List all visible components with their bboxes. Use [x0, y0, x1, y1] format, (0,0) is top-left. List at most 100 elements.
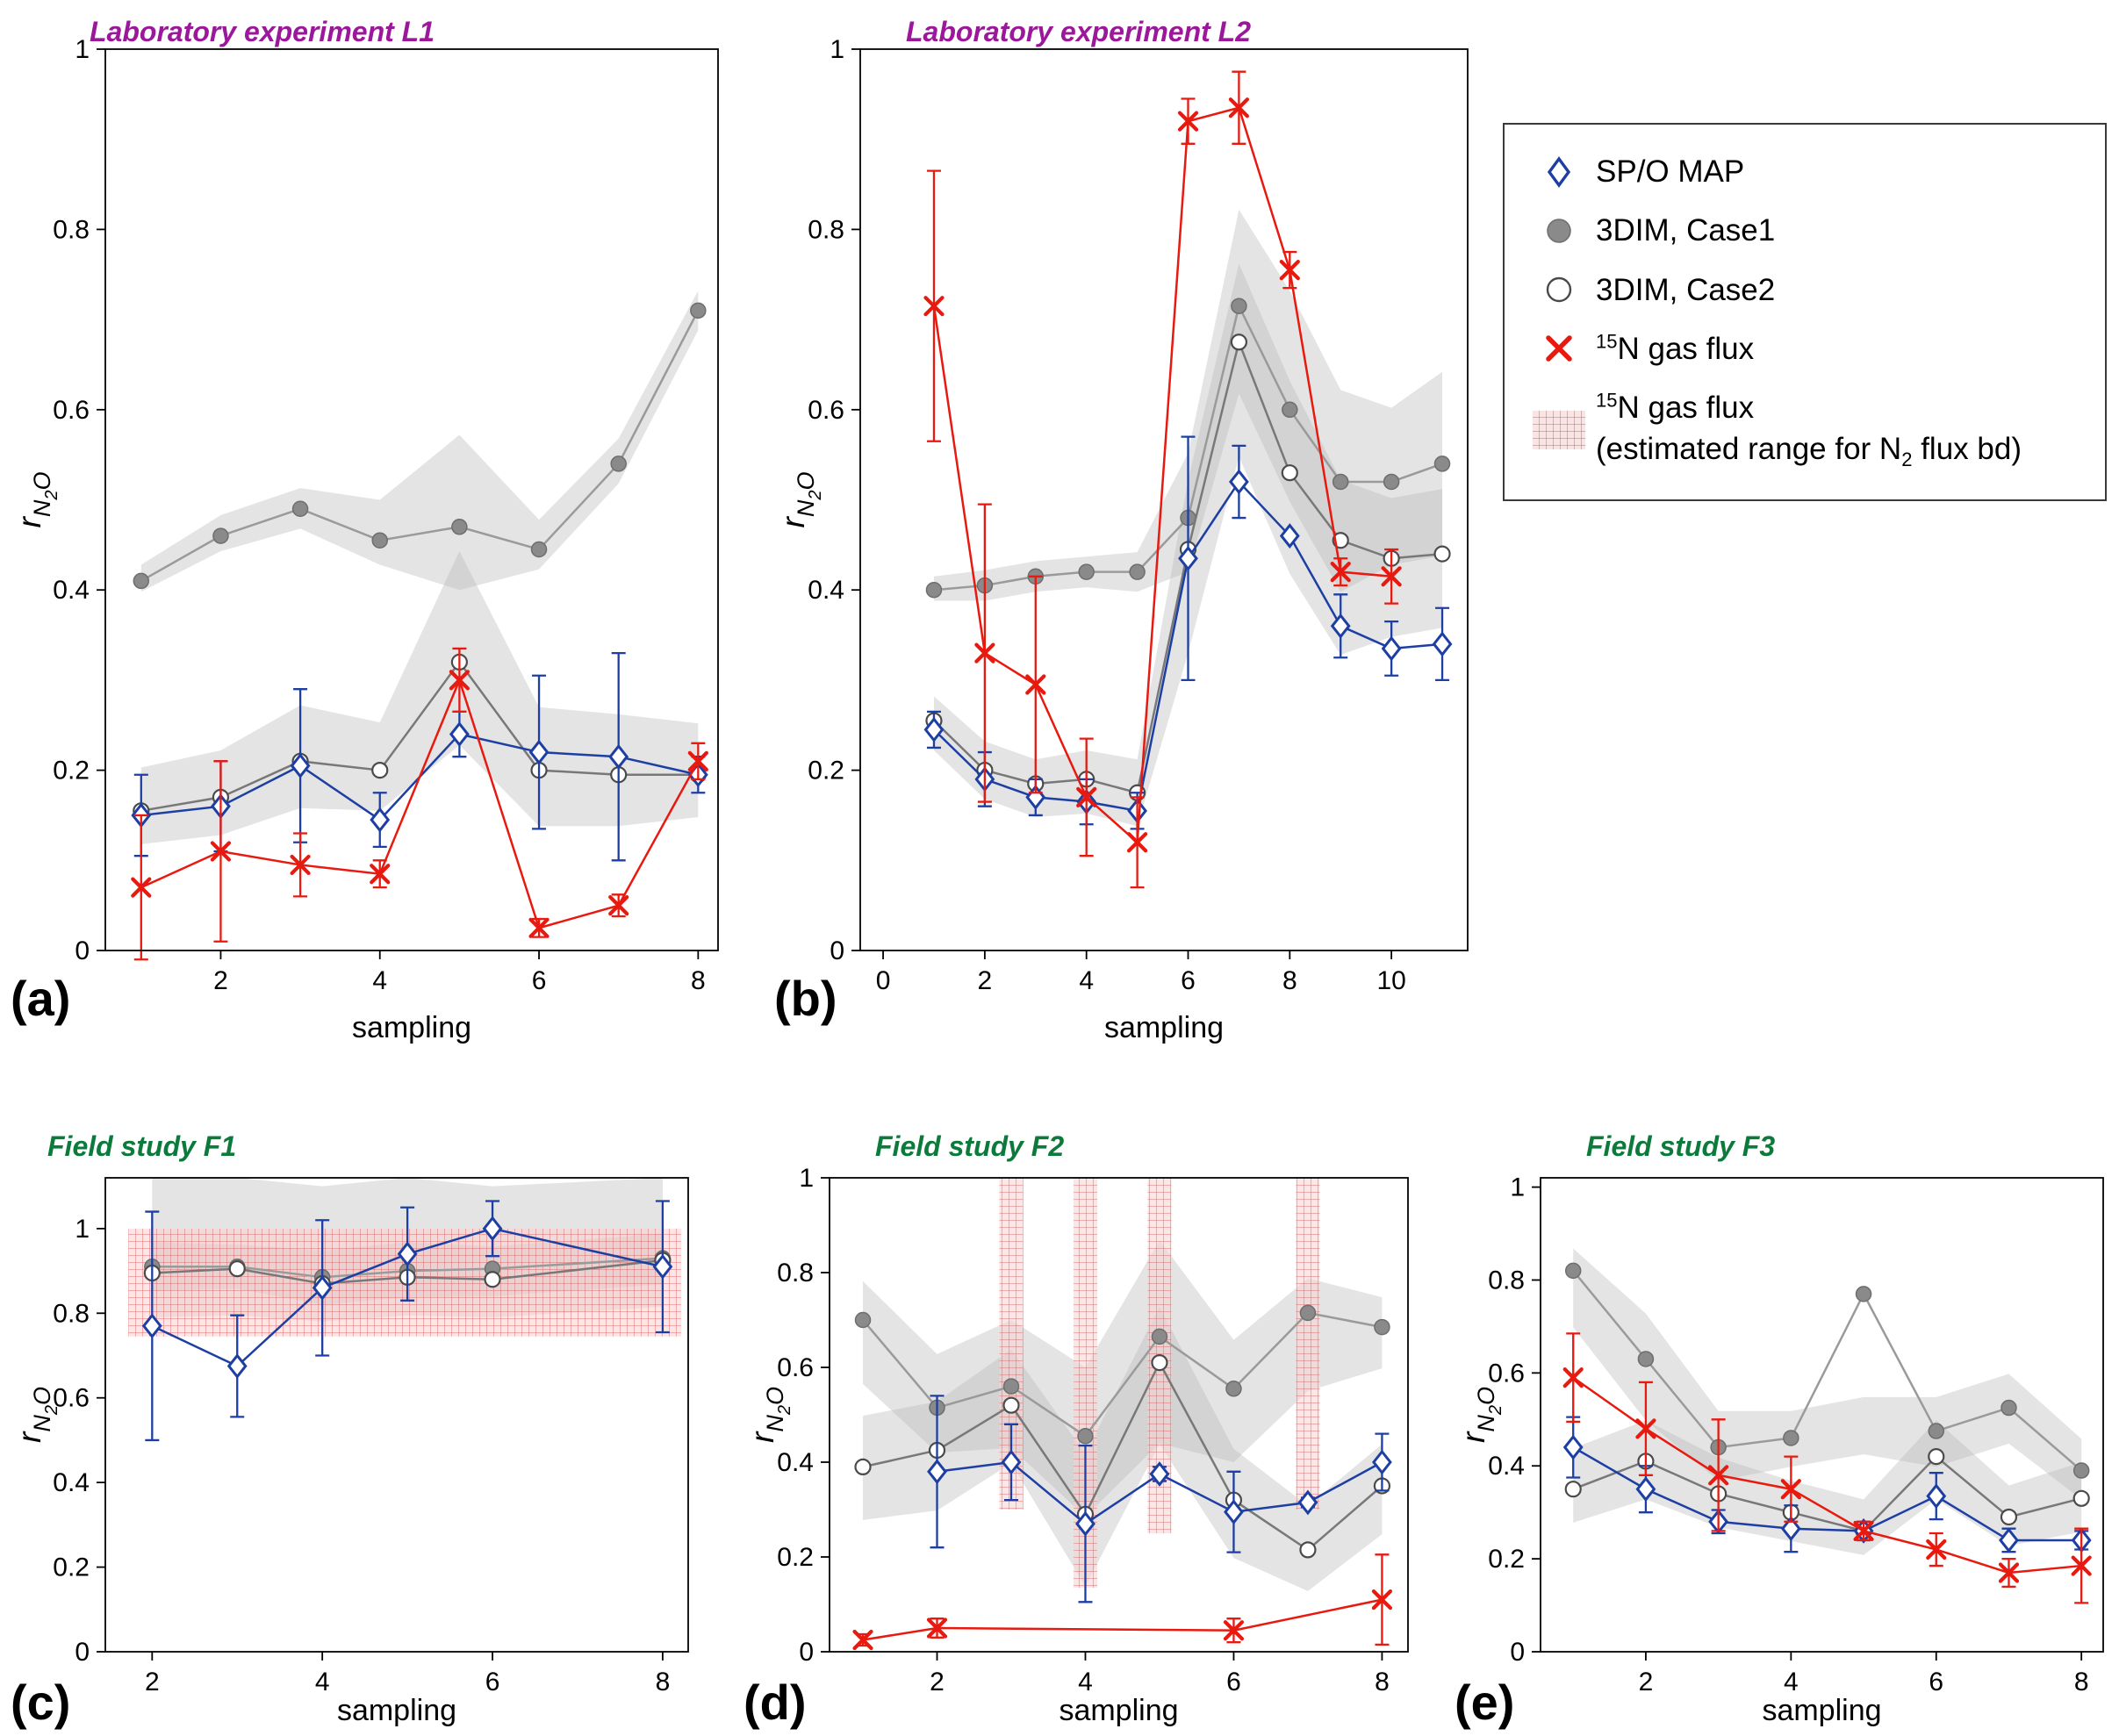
x-tick-label: 2 [1639, 1668, 1654, 1697]
x-tick-label: 4 [372, 966, 387, 995]
x-tick-label: 6 [532, 966, 547, 995]
y-axis-label: rN2O [744, 1387, 794, 1443]
y-tick-label: 0 [1510, 1638, 1525, 1667]
filled-circle-marker [212, 527, 229, 544]
open-circle-marker [854, 1458, 872, 1475]
panel-d-plot: 2 4 6 8 0 0.2 0.4 0.6 0.8 1 sampling rN2O [742, 1108, 1422, 1732]
series-3dim-case1 [854, 1304, 1390, 1445]
filled-circle-marker [690, 302, 707, 319]
panel-e-plot: 2 4 6 8 0 0.2 0.4 0.6 0.8 1 sampling rN2O [1453, 1108, 2115, 1732]
diamond-marker [482, 1216, 503, 1242]
series-line [140, 677, 700, 929]
x-tick-label: 4 [315, 1668, 330, 1697]
series-line [1572, 1270, 2083, 1472]
x-marker [1330, 562, 1351, 583]
diamond-marker [370, 807, 391, 833]
x-axis-label: sampling [1104, 1011, 1224, 1044]
filled-circle-marker [1383, 473, 1400, 491]
axes-frame [859, 48, 1469, 951]
series-15n-gas-flux [131, 647, 708, 961]
series-line [151, 1227, 664, 1368]
series-sp-o-map [927, 1395, 1392, 1603]
x-axis-label: sampling [352, 1011, 471, 1044]
diamond-marker [1001, 1449, 1022, 1475]
open-circle-marker [1230, 334, 1248, 351]
open-circle-marker [1281, 464, 1298, 482]
x-tick-label: 4 [1078, 1668, 1093, 1697]
open-circle-marker [1928, 1448, 1945, 1466]
x-marker [926, 1618, 948, 1639]
diamond-marker [312, 1274, 333, 1301]
legend-item-3dim-case1: 3DIM, Case1 [1522, 210, 2084, 251]
x-tick-label: 4 [1784, 1668, 1799, 1697]
x-icon [1522, 331, 1596, 366]
chart-svg-e: 2 4 6 8 0 0.2 0.4 0.6 0.8 1 sampling rN2O [1455, 1173, 2104, 1727]
x-tick-label: 0 [876, 966, 891, 995]
x-axis-label: sampling [1762, 1694, 1881, 1727]
y-tick-label: 0.2 [53, 757, 90, 786]
y-axis-label: rN2O [1455, 1387, 1505, 1443]
panel-e: 2 4 6 8 0 0.2 0.4 0.6 0.8 1 sampling rN2O Field stu… [1453, 1108, 2115, 1732]
diamond-marker [1372, 1449, 1392, 1475]
filled-circle-marker [925, 581, 943, 599]
diamond-marker [1381, 635, 1402, 662]
uncertainty-band [863, 1306, 1383, 1591]
filled-circle-marker [1332, 473, 1349, 491]
filled-circle-marker [1433, 456, 1451, 472]
x-marker [1926, 1539, 1947, 1560]
filled-circle-marker [133, 572, 150, 590]
filled-circle-marker [451, 519, 468, 535]
uncertainty-band [140, 291, 699, 592]
uncertainty-band [1573, 1420, 2082, 1555]
diamond-marker [1178, 545, 1198, 571]
filled-circle-icon [1522, 213, 1596, 248]
diamond-marker [1224, 1499, 1244, 1525]
filled-circle-marker [610, 456, 627, 472]
x-tick-label: 8 [1375, 1668, 1390, 1697]
y-axis-label: rN2O [11, 472, 61, 528]
y-tick-label: 0.6 [53, 1384, 90, 1413]
diamond-marker [652, 1253, 673, 1280]
x-marker [1780, 1479, 1801, 1500]
open-circle-marker [1002, 1396, 1020, 1414]
open-circle-marker [371, 761, 389, 779]
y-tick-label: 0.6 [1488, 1359, 1525, 1388]
uncertainty-band [933, 209, 1443, 601]
panel-e-title: Field study F3 [1586, 1130, 1776, 1162]
x-marker [687, 750, 708, 771]
y-tick-label: 1 [830, 35, 844, 64]
open-circle-marker [2000, 1508, 2018, 1526]
y-tick-label: 0.4 [1488, 1452, 1525, 1481]
series-line [932, 106, 1392, 845]
series-sp-o-map [141, 1200, 673, 1442]
series-line [862, 1359, 1383, 1552]
x-tick-label: 2 [978, 966, 993, 995]
x-marker [974, 642, 995, 664]
open-circle-marker [1151, 1354, 1168, 1372]
legend: SP/O MAP 3DIM, Case1 3DIM, Case2 [1503, 123, 2107, 501]
panel-a: 2 4 6 8 0 0.2 0.4 0.6 0.8 1 sampling rN2O Laborator… [9, 5, 737, 1050]
filled-circle-marker [1282, 401, 1298, 419]
open-circle-marker [1433, 545, 1451, 563]
diamond-marker [449, 721, 470, 747]
legend-label: 15N gas flux [1596, 330, 1755, 366]
diamond-marker [226, 1353, 248, 1379]
diamond-marker [397, 1241, 418, 1267]
y-tick-label: 0.4 [53, 1468, 90, 1497]
x-tick-label: 4 [1079, 966, 1094, 995]
y-tick-label: 0.6 [777, 1353, 814, 1382]
x-tick-label: 6 [485, 1668, 500, 1697]
x-marker [1853, 1520, 1874, 1541]
panel-e-letter: (e) [1455, 1675, 1515, 1730]
panel-b-plot: 0 2 4 6 8 10 0 0.2 0.4 0.6 0.8 1 sampling rN2O [772, 5, 1485, 1050]
y-tick-label: 0.4 [808, 576, 844, 605]
filled-circle-marker [371, 532, 388, 549]
legend-item-sp-o-map: SP/O MAP [1522, 151, 2084, 192]
filled-circle-marker [2072, 1462, 2090, 1479]
open-circle-marker [1564, 1481, 1582, 1498]
legend-item-15n-range: 15N gas flux (estimated range for N2 flu… [1522, 387, 2084, 473]
diamond-marker [528, 739, 550, 765]
diamond-marker [923, 716, 945, 742]
y-tick-label: 0.2 [808, 757, 844, 786]
x-tick-label: 2 [213, 966, 228, 995]
